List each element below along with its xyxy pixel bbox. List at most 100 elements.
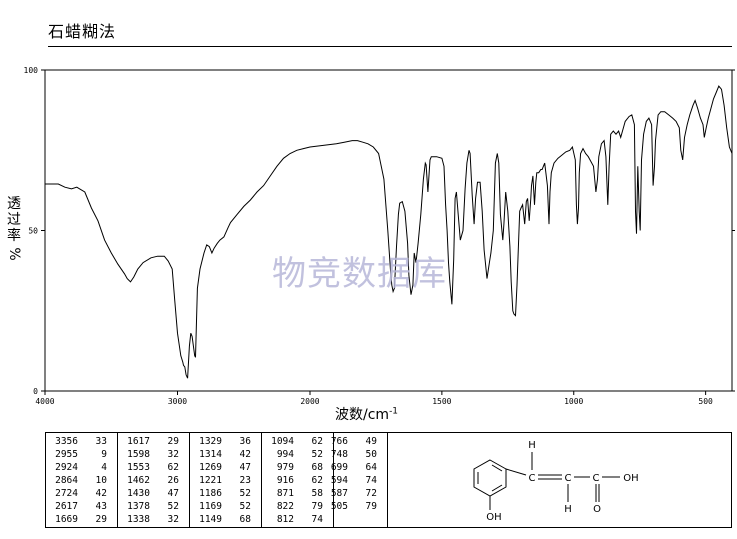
peak-transmittance: 74 xyxy=(365,475,377,486)
peak-wavenumber: 1186 xyxy=(199,488,222,499)
peak-wavenumber: 1221 xyxy=(199,475,222,486)
peak-transmittance: 68 xyxy=(311,462,323,473)
peak-table-row: 3356 33 xyxy=(46,435,117,448)
peak-table-row: 748 50 xyxy=(330,448,387,461)
peak-wavenumber: 587 xyxy=(330,488,348,499)
spectrum-line xyxy=(45,85,733,379)
peak-wavenumber: 1617 xyxy=(127,436,150,447)
ir-spectrum-chart: 0 50 100 4000 3000 2000 1500 1000 500 xyxy=(24,66,735,406)
peak-wavenumber: 871 xyxy=(276,488,294,499)
page-title: 石蜡糊法 xyxy=(48,22,117,41)
peak-table-row: 2955 9 xyxy=(46,448,117,461)
atom-h-top: H xyxy=(528,440,536,451)
peak-transmittance: 50 xyxy=(365,449,377,460)
peak-wavenumber: 1338 xyxy=(127,514,150,525)
peak-transmittance: 68 xyxy=(239,514,251,525)
y-axis-label-char: 率 xyxy=(7,228,21,244)
peak-table-row: 979 68 xyxy=(262,461,333,474)
peak-transmittance: 43 xyxy=(95,501,107,512)
peak-table-row: 812 74 xyxy=(262,513,333,526)
peak-transmittance: 32 xyxy=(167,514,179,525)
y-tick-label: 100 xyxy=(24,66,39,75)
peak-transmittance: 33 xyxy=(95,436,107,447)
peak-table-row: 2864 10 xyxy=(46,474,117,487)
peak-transmittance: 23 xyxy=(239,475,251,486)
peak-table-row: 1553 62 xyxy=(118,461,189,474)
peak-table-row: 1430 47 xyxy=(118,487,189,500)
peak-wavenumber: 3356 xyxy=(55,436,78,447)
atom-c-carboxyl: C xyxy=(593,473,600,484)
peak-table-row: 1269 47 xyxy=(190,461,261,474)
peak-wavenumber: 699 xyxy=(330,462,348,473)
peak-wavenumber: 748 xyxy=(330,449,348,460)
peak-table-row: 1669 29 xyxy=(46,513,117,526)
peak-table-row: 1221 23 xyxy=(190,474,261,487)
x-tick-label: 1000 xyxy=(564,397,583,406)
peak-table-row: 871 58 xyxy=(262,487,333,500)
peak-transmittance: 47 xyxy=(239,462,251,473)
peak-wavenumber: 822 xyxy=(276,501,294,512)
peak-transmittance: 52 xyxy=(239,501,251,512)
peak-transmittance: 32 xyxy=(167,449,179,460)
peak-transmittance: 10 xyxy=(95,475,107,486)
peak-table-row: 1094 62 xyxy=(262,435,333,448)
peak-table-row: 1462 26 xyxy=(118,474,189,487)
peak-transmittance: 62 xyxy=(311,475,323,486)
side-chain-bonds xyxy=(489,452,620,510)
peak-table-row: 1314 42 xyxy=(190,448,261,461)
peak-transmittance: 26 xyxy=(167,475,179,486)
peak-wavenumber: 1430 xyxy=(127,488,150,499)
peak-table-column: 1617 29 1598 32 1553 62 1462 26 1430 47 1378 52 1338… xyxy=(118,433,190,527)
chemical-structure: H C C H C O OH OH xyxy=(473,440,639,523)
peak-table-row: 822 79 xyxy=(262,500,333,513)
peak-wavenumber: 2924 xyxy=(55,462,78,473)
peak-transmittance: 52 xyxy=(239,488,251,499)
peak-table-row: 587 72 xyxy=(330,487,387,500)
atom-h-bottom: H xyxy=(564,504,572,515)
x-tick-label: 500 xyxy=(698,397,713,406)
peak-wavenumber: 594 xyxy=(330,475,348,486)
peak-table-row: 1329 36 xyxy=(190,435,261,448)
peak-wavenumber: 1598 xyxy=(127,449,150,460)
peak-wavenumber: 1169 xyxy=(199,501,222,512)
peak-transmittance: 4 xyxy=(101,462,107,473)
peak-table-row: 1338 32 xyxy=(118,513,189,526)
peak-transmittance: 52 xyxy=(311,449,323,460)
peak-transmittance: 9 xyxy=(101,449,107,460)
peak-wavenumber: 916 xyxy=(276,475,294,486)
watermark: 物竞数据库 xyxy=(272,254,447,294)
title-divider xyxy=(48,46,732,47)
peak-transmittance: 62 xyxy=(311,436,323,447)
peak-transmittance: 42 xyxy=(95,488,107,499)
peak-transmittance: 79 xyxy=(365,501,377,512)
y-tick-label: 0 xyxy=(33,387,38,396)
atom-oh-acid: OH xyxy=(623,473,638,484)
peak-wavenumber: 2864 xyxy=(55,475,78,486)
peak-table: 3356 33 2955 9 2924 4 2864 10 2724 42 2617 43 1669 29… xyxy=(45,432,732,528)
peak-wavenumber: 1462 xyxy=(127,475,150,486)
peak-transmittance: 72 xyxy=(365,488,377,499)
plot-frame xyxy=(44,69,733,392)
peak-table-row: 1169 52 xyxy=(190,500,261,513)
peak-table-row: 2924 4 xyxy=(46,461,117,474)
peak-transmittance: 36 xyxy=(239,436,251,447)
peak-table-row: 1598 32 xyxy=(118,448,189,461)
peak-table-row: 916 62 xyxy=(262,474,333,487)
peak-table-column: 1094 62 994 52 979 68 916 62 871 58 822 79 812 74 xyxy=(262,433,334,527)
atom-c-alpha: C xyxy=(529,473,536,484)
peak-wavenumber: 1149 xyxy=(199,514,222,525)
peak-table-column: 3356 33 2955 9 2924 4 2864 10 2724 42 2617 43 1669 29 xyxy=(46,433,118,527)
benzene-ring xyxy=(473,459,507,497)
x-tick-label: 1500 xyxy=(432,397,451,406)
atom-oh-phenol: OH xyxy=(486,512,501,523)
peak-table-row: 594 74 xyxy=(330,474,387,487)
peak-wavenumber: 1669 xyxy=(55,514,78,525)
atom-o-carbonyl: O xyxy=(593,504,601,515)
peak-transmittance: 74 xyxy=(311,514,323,525)
peak-wavenumber: 979 xyxy=(276,462,294,473)
y-tick-label: 50 xyxy=(28,227,38,236)
peak-wavenumber: 1314 xyxy=(199,449,222,460)
peak-transmittance: 62 xyxy=(167,462,179,473)
peak-transmittance: 29 xyxy=(95,514,107,525)
peak-transmittance: 47 xyxy=(167,488,179,499)
